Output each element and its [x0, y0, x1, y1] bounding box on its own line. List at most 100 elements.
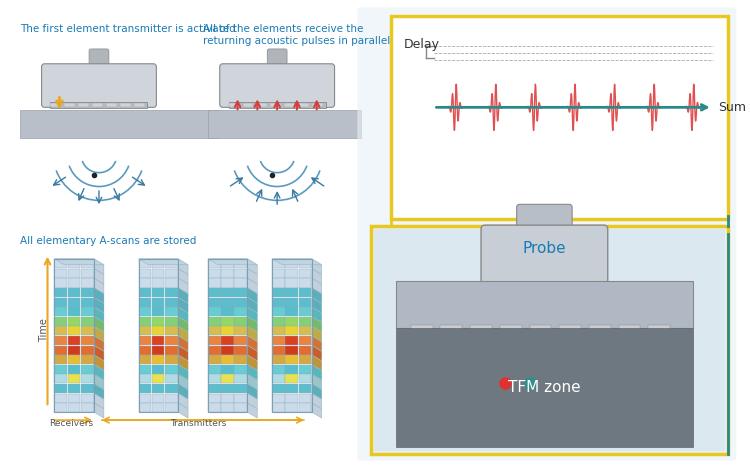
Bar — [68, 269, 80, 278]
Bar — [221, 278, 234, 288]
Polygon shape — [248, 317, 257, 332]
Polygon shape — [248, 384, 257, 399]
FancyBboxPatch shape — [391, 16, 728, 219]
Bar — [234, 327, 247, 336]
Bar — [208, 365, 220, 374]
Bar — [589, 325, 610, 331]
Polygon shape — [178, 307, 188, 322]
Bar — [10, 16, 346, 229]
Text: All of the elements receive the
returning acoustic pulses in parallel: All of the elements receive the returnin… — [203, 24, 390, 46]
Polygon shape — [312, 403, 322, 418]
Bar — [139, 355, 152, 364]
Bar — [92, 103, 103, 107]
Bar — [298, 384, 311, 393]
Polygon shape — [178, 355, 188, 370]
Bar — [68, 374, 80, 383]
Bar — [139, 259, 152, 268]
Polygon shape — [248, 259, 257, 274]
Bar — [221, 336, 234, 345]
Polygon shape — [248, 288, 257, 303]
Text: All elementary A-scans are stored: All elementary A-scans are stored — [20, 236, 196, 246]
Bar — [68, 384, 80, 393]
Polygon shape — [312, 259, 322, 274]
Text: Delay: Delay — [404, 38, 439, 51]
Bar — [152, 298, 164, 307]
Bar — [208, 298, 220, 307]
Bar — [81, 288, 94, 297]
Bar — [286, 403, 298, 412]
Bar — [165, 365, 178, 374]
Bar — [208, 355, 220, 364]
Text: Transmitters: Transmitters — [170, 419, 226, 428]
Bar — [272, 346, 285, 355]
Polygon shape — [272, 259, 322, 264]
Bar — [286, 288, 298, 297]
Polygon shape — [94, 365, 104, 380]
Polygon shape — [312, 393, 322, 409]
Polygon shape — [312, 307, 322, 322]
Polygon shape — [178, 298, 188, 313]
Bar — [81, 269, 94, 278]
Bar — [208, 317, 220, 326]
Bar — [139, 384, 152, 393]
Bar — [139, 278, 152, 288]
Bar — [234, 317, 247, 326]
Bar — [298, 288, 311, 297]
Bar — [68, 259, 80, 268]
Bar — [81, 384, 94, 393]
Bar — [272, 259, 285, 268]
Bar — [396, 281, 693, 328]
Bar — [234, 336, 247, 345]
Polygon shape — [94, 307, 104, 322]
Bar — [68, 307, 80, 316]
Bar — [208, 403, 220, 412]
Bar — [272, 336, 285, 345]
Bar — [298, 403, 311, 412]
Bar — [208, 327, 220, 336]
Bar — [221, 269, 234, 278]
Bar — [55, 278, 68, 288]
Bar — [165, 317, 178, 326]
Bar — [50, 103, 62, 107]
Bar — [221, 298, 234, 307]
Bar — [55, 317, 68, 326]
Bar — [234, 269, 247, 278]
Bar — [152, 355, 164, 364]
Bar — [221, 317, 234, 326]
Polygon shape — [248, 403, 257, 418]
Bar — [221, 374, 234, 383]
Polygon shape — [94, 259, 104, 274]
Bar — [106, 103, 117, 107]
Bar — [286, 336, 298, 345]
Bar — [55, 269, 68, 278]
Bar — [55, 384, 68, 393]
Polygon shape — [178, 346, 188, 361]
Polygon shape — [178, 365, 188, 380]
Bar — [286, 355, 298, 364]
Bar — [374, 229, 724, 451]
Polygon shape — [208, 259, 257, 264]
Bar — [298, 374, 311, 383]
Polygon shape — [94, 384, 104, 399]
Bar — [20, 110, 217, 138]
Polygon shape — [312, 346, 322, 361]
Bar — [229, 103, 239, 107]
Bar — [286, 365, 298, 374]
Bar — [68, 298, 80, 307]
Bar — [55, 298, 68, 307]
Polygon shape — [312, 269, 322, 284]
Bar — [68, 365, 80, 374]
Bar — [139, 288, 152, 297]
Bar — [165, 403, 178, 412]
Bar — [134, 103, 145, 107]
Polygon shape — [248, 336, 257, 351]
Bar — [68, 278, 80, 288]
Bar — [152, 365, 164, 374]
Bar — [152, 288, 164, 297]
Bar — [272, 374, 285, 383]
Bar — [272, 393, 285, 402]
Bar — [298, 269, 311, 278]
Bar — [81, 365, 94, 374]
Bar — [298, 346, 311, 355]
FancyBboxPatch shape — [371, 226, 728, 454]
